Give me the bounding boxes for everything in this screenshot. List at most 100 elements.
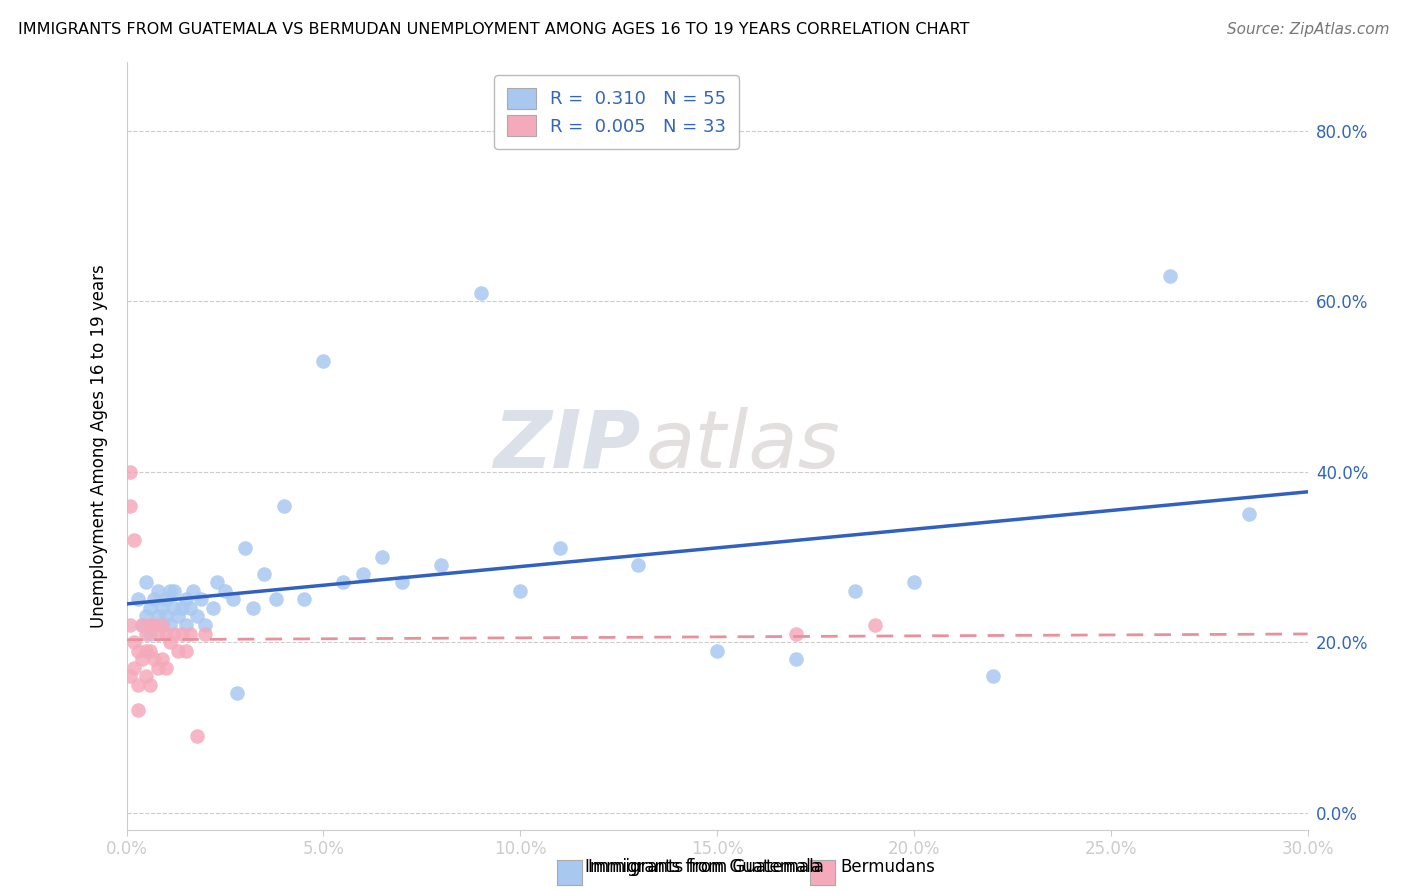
Point xyxy=(127,703,149,717)
Point xyxy=(146,660,169,674)
Text: IMMIGRANTS FROM GUATEMALA VS BERMUDAN UNEMPLOYMENT AMONG AGES 16 TO 19 YEARS COR: IMMIGRANTS FROM GUATEMALA VS BERMUDAN UN… xyxy=(18,22,970,37)
Point xyxy=(155,626,177,640)
Point xyxy=(214,583,236,598)
Point xyxy=(627,558,650,573)
Point xyxy=(143,618,166,632)
Point xyxy=(150,652,173,666)
Point xyxy=(135,626,157,640)
Text: atlas: atlas xyxy=(647,407,841,485)
Legend: R =  0.310   N = 55, R =  0.005   N = 33: R = 0.310 N = 55, R = 0.005 N = 33 xyxy=(495,75,740,149)
Point xyxy=(190,592,212,607)
Point xyxy=(706,643,728,657)
Point xyxy=(183,583,205,598)
Point xyxy=(166,609,188,624)
Point xyxy=(785,652,807,666)
Point xyxy=(174,618,197,632)
Text: ZIP: ZIP xyxy=(494,407,640,485)
Point xyxy=(170,601,193,615)
Point xyxy=(143,592,166,607)
Point xyxy=(470,285,492,300)
Point xyxy=(186,609,208,624)
Point xyxy=(548,541,571,556)
Point xyxy=(205,575,228,590)
Point xyxy=(242,601,264,615)
Point xyxy=(120,618,142,632)
Point xyxy=(124,660,146,674)
Text: Source: ZipAtlas.com: Source: ZipAtlas.com xyxy=(1226,22,1389,37)
Point xyxy=(225,686,247,700)
Point xyxy=(120,499,142,513)
Point xyxy=(903,575,925,590)
Point xyxy=(143,652,166,666)
Point xyxy=(273,499,295,513)
Point xyxy=(1237,507,1260,521)
Point xyxy=(166,643,188,657)
Point xyxy=(120,465,142,479)
Point xyxy=(146,583,169,598)
Point xyxy=(139,618,162,632)
Y-axis label: Unemployment Among Ages 16 to 19 years: Unemployment Among Ages 16 to 19 years xyxy=(90,264,108,628)
Point xyxy=(179,601,201,615)
Point xyxy=(139,601,162,615)
Point xyxy=(179,626,201,640)
Point xyxy=(155,660,177,674)
Point xyxy=(131,618,153,632)
Point xyxy=(844,583,866,598)
Point xyxy=(863,618,886,632)
Point xyxy=(127,592,149,607)
Point xyxy=(127,643,149,657)
Text: Immigrants from Guatemala: Immigrants from Guatemala xyxy=(585,858,821,876)
Point xyxy=(1159,268,1181,283)
Point xyxy=(222,592,245,607)
Point xyxy=(163,601,186,615)
Point xyxy=(981,669,1004,683)
Point xyxy=(332,575,354,590)
Point xyxy=(139,643,162,657)
Point xyxy=(131,652,153,666)
Point xyxy=(292,592,315,607)
Point xyxy=(150,601,173,615)
Point xyxy=(312,353,335,368)
Text: Bermudans: Bermudans xyxy=(841,858,935,876)
Point xyxy=(124,533,146,547)
Point xyxy=(371,549,394,564)
Point xyxy=(233,541,256,556)
Point xyxy=(135,609,157,624)
Point xyxy=(194,626,217,640)
Point xyxy=(174,592,197,607)
Point xyxy=(135,575,157,590)
Point xyxy=(170,626,193,640)
Point xyxy=(146,609,169,624)
Point xyxy=(159,635,181,649)
Point xyxy=(127,678,149,692)
Point xyxy=(155,609,177,624)
Point xyxy=(146,626,169,640)
Point xyxy=(785,626,807,640)
Point xyxy=(155,592,177,607)
Point xyxy=(131,618,153,632)
Point xyxy=(174,643,197,657)
Point xyxy=(163,626,186,640)
Point xyxy=(143,618,166,632)
Point xyxy=(135,643,157,657)
Point xyxy=(391,575,413,590)
Point xyxy=(120,669,142,683)
Point xyxy=(253,566,276,581)
Point xyxy=(150,618,173,632)
Point xyxy=(509,583,531,598)
Text: Immigrants from Guatemala: Immigrants from Guatemala xyxy=(588,858,824,876)
Point xyxy=(124,635,146,649)
Point xyxy=(163,583,186,598)
Point xyxy=(186,729,208,743)
Point xyxy=(159,583,181,598)
Point xyxy=(150,618,173,632)
Point xyxy=(202,601,225,615)
Point xyxy=(135,669,157,683)
Point xyxy=(352,566,374,581)
Point xyxy=(159,618,181,632)
Point xyxy=(139,626,162,640)
Point xyxy=(430,558,453,573)
Point xyxy=(194,618,217,632)
Point xyxy=(264,592,287,607)
Point xyxy=(139,678,162,692)
